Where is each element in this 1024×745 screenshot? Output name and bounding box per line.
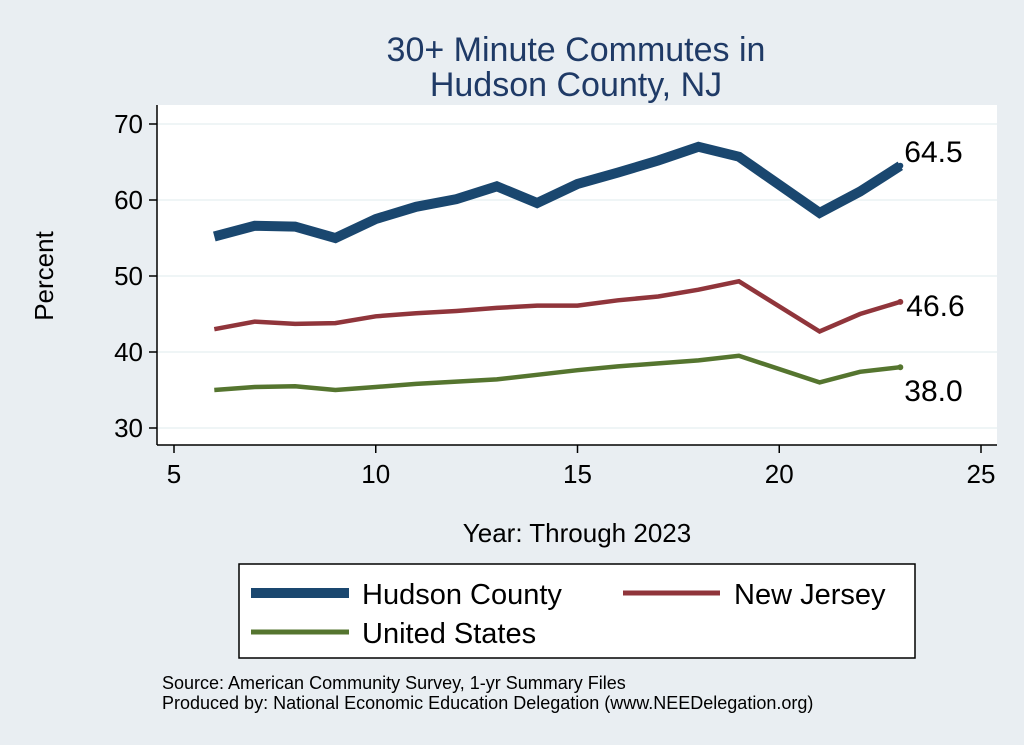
series-endpoint-hudson-county — [897, 162, 904, 169]
x-tick-label: 5 — [167, 459, 181, 489]
x-tick-label: 25 — [967, 459, 996, 489]
series-endpoint-united-states — [897, 364, 904, 371]
plot-area — [157, 105, 997, 445]
y-tick-label: 50 — [114, 261, 143, 291]
y-tick-label: 30 — [114, 413, 143, 443]
x-tick-label: 15 — [563, 459, 592, 489]
end-value-label-united-states: 38.0 — [904, 375, 962, 408]
grid-layer — [157, 123, 997, 429]
y-tick-label: 40 — [114, 337, 143, 367]
series-layer — [213, 141, 904, 393]
x-tick-label: 20 — [765, 459, 794, 489]
legend-label-new-jersey: New Jersey — [734, 579, 886, 611]
labels-layer: 64.5 46.6 38.0 — [904, 136, 964, 408]
source-note: Source: American Community Survey, 1-yr … — [162, 673, 626, 693]
y-tick-label: 70 — [114, 109, 143, 139]
y-axis-label: Percent — [29, 230, 59, 320]
series-endpoint-new-jersey — [897, 298, 904, 305]
y-tick-label: 60 — [114, 185, 143, 215]
chart-title-line-2: Hudson County, NJ — [430, 66, 722, 104]
legend-label-united-states: United States — [362, 618, 536, 650]
axes-layer: 30 40 50 60 70 5 10 15 20 25 — [114, 105, 997, 489]
chart-title-line-1: 30+ Minute Commutes in — [387, 31, 766, 69]
series-line-new-jersey — [213, 278, 901, 335]
x-tick-label: 10 — [361, 459, 390, 489]
producer-note: Produced by: National Economic Education… — [162, 693, 813, 713]
series-line-hudson-county — [213, 141, 903, 244]
legend-label-hudson-county: Hudson County — [362, 579, 562, 611]
legend: Hudson County New Jersey United States — [238, 563, 916, 659]
x-axis-label: Year: Through 2023 — [463, 518, 691, 548]
series-line-united-states — [214, 353, 901, 393]
end-value-label-new-jersey: 46.6 — [906, 290, 964, 323]
legend-box — [238, 563, 916, 659]
end-value-label-hudson-county: 64.5 — [904, 136, 962, 169]
